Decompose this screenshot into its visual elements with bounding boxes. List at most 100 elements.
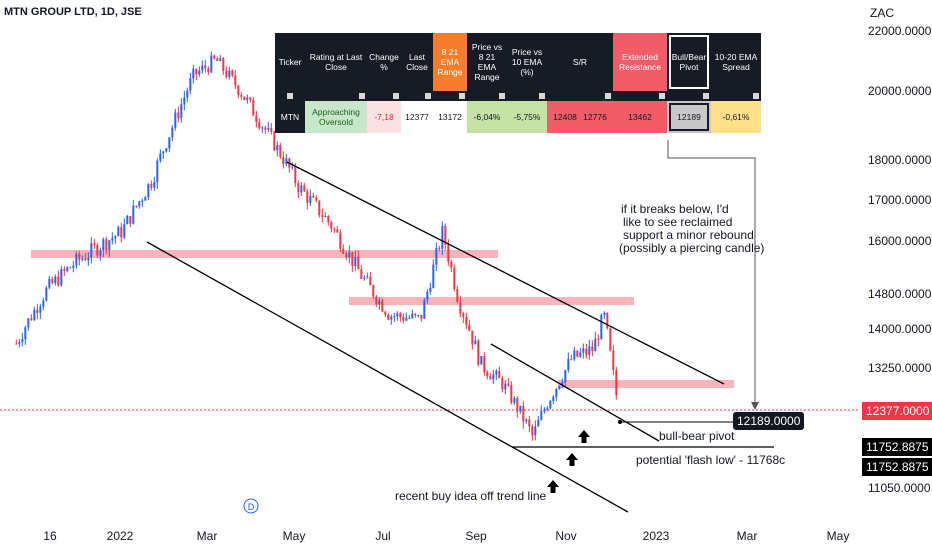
- filter-toggle[interactable]: [659, 93, 665, 99]
- candle-down: [84, 258, 87, 261]
- candle-down: [315, 197, 318, 201]
- y-tick: 14800.0000: [868, 287, 932, 301]
- cell-pivot: 12189: [667, 101, 711, 133]
- candle-up: [201, 65, 204, 71]
- candle-down: [225, 70, 228, 78]
- candle-down: [456, 288, 459, 302]
- candle-up: [480, 356, 483, 365]
- filter-toggle[interactable]: [425, 93, 431, 99]
- x-tick: Mar: [196, 529, 218, 543]
- candle-down: [360, 269, 363, 279]
- cell-price-vs-10ema: -5,75%: [507, 101, 547, 133]
- candle-up: [396, 313, 399, 317]
- candle-up: [363, 277, 366, 279]
- cell-price-vs-range: -6,04%: [467, 101, 507, 133]
- cell-rating: Approaching Oversold: [305, 101, 367, 133]
- y-tick: 13250.0000: [868, 361, 932, 375]
- cell-ema-range: 13172: [433, 101, 467, 133]
- filter-toggle[interactable]: [605, 93, 611, 99]
- candle-up: [174, 112, 177, 128]
- candle-up: [408, 317, 411, 319]
- header-pivot: Bull/Bear Pivot: [667, 33, 711, 91]
- resistance-zone: [349, 297, 634, 305]
- candle-down: [372, 285, 375, 297]
- candle-up: [378, 300, 381, 304]
- candle-up: [435, 247, 438, 265]
- candle-down: [177, 112, 180, 119]
- candle-up: [126, 216, 129, 225]
- cell-ticker: MTN: [275, 101, 305, 133]
- candle-down: [444, 225, 447, 245]
- filter-toggle[interactable]: [499, 93, 505, 99]
- candle-down: [615, 370, 618, 396]
- candle-down: [258, 121, 261, 129]
- candle-down: [438, 247, 441, 249]
- candle-up: [42, 300, 45, 307]
- dividend-marker-icon: [243, 498, 259, 514]
- candle-down: [36, 309, 39, 313]
- candle-up: [579, 352, 582, 357]
- channel-lower-line: [146, 241, 629, 513]
- candle-up: [564, 370, 567, 383]
- candle-down: [222, 58, 225, 71]
- candle-down: [468, 324, 471, 331]
- header-extended-resistance: Extended Resistance: [613, 33, 667, 91]
- candle-up: [24, 327, 27, 340]
- candle-up: [156, 160, 159, 183]
- trend-lines: [146, 140, 774, 513]
- low-price-badge-2: 11752.8875: [862, 458, 932, 476]
- candle-down: [507, 383, 510, 386]
- header-price-vs-10ema: Price vs 10 EMA (%): [507, 33, 547, 91]
- candle-up: [366, 276, 369, 278]
- candle-down: [369, 276, 372, 286]
- candle-up: [552, 396, 555, 401]
- candle-down: [516, 398, 519, 412]
- candle-down: [213, 55, 216, 59]
- candle-up: [492, 374, 495, 380]
- candle-up: [423, 300, 426, 319]
- candle-up: [285, 158, 288, 165]
- x-tick: 2022: [106, 529, 134, 543]
- table-value-row: MTN Approaching Oversold -7,18 12377 131…: [275, 101, 761, 133]
- candle-up: [513, 398, 516, 403]
- candle-down: [612, 350, 615, 371]
- y-tick: 16000.0000: [868, 234, 932, 248]
- annotation-note: if it breaks below, I'd like to see recl…: [617, 203, 764, 255]
- candle-down: [78, 253, 81, 260]
- candle-up: [123, 224, 126, 238]
- screener-table: Ticker Rating at Last Close Change % Las…: [275, 33, 761, 133]
- candle-down: [591, 346, 594, 352]
- filter-toggle[interactable]: [703, 93, 709, 99]
- up-arrow-icon: [566, 453, 578, 466]
- filter-toggle[interactable]: [753, 93, 759, 99]
- channel-upper-line: [286, 161, 725, 385]
- candle-down: [135, 205, 138, 207]
- filter-toggle[interactable]: [539, 93, 545, 99]
- candle-up: [324, 216, 327, 218]
- filter-toggle[interactable]: [359, 93, 365, 99]
- candle-down: [375, 296, 378, 304]
- y-tick: 22000.0000: [868, 24, 932, 38]
- callout-arrowhead: [751, 402, 759, 410]
- candle-up: [219, 58, 222, 62]
- filter-toggle[interactable]: [459, 93, 465, 99]
- filter-toggle[interactable]: [393, 93, 399, 99]
- candle-down: [339, 232, 342, 249]
- candle-up: [39, 306, 42, 313]
- candle-up: [99, 250, 102, 256]
- sr-zones: [31, 250, 734, 388]
- candle-down: [528, 419, 531, 427]
- table-filter-row: [275, 91, 761, 101]
- currency-label: ZAC: [870, 6, 894, 20]
- candle-up: [147, 183, 150, 198]
- filter-toggle[interactable]: [287, 93, 293, 99]
- flash-low-label: potential 'flash low' - 11768c: [636, 453, 786, 467]
- candle-down: [522, 405, 525, 422]
- header-ticker: Ticker: [275, 33, 305, 91]
- candle-down: [105, 239, 108, 251]
- candle-down: [345, 253, 348, 258]
- annotation-note-line: like to see reclaimed: [623, 215, 733, 229]
- candle-up: [171, 127, 174, 138]
- candle-up: [411, 313, 414, 318]
